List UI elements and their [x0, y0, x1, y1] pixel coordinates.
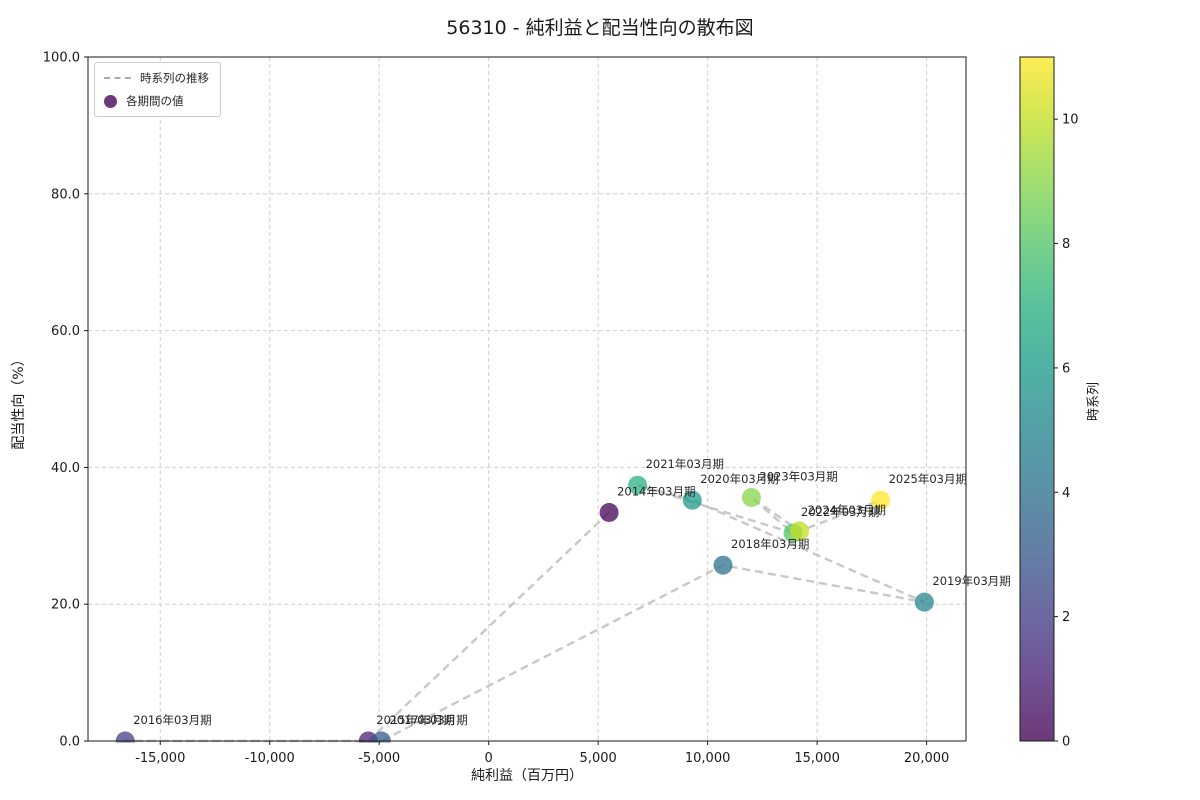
colorbar-label: 時系列: [1086, 382, 1102, 422]
figure-title: 56310 - 純利益と配当性向の散布図: [446, 17, 754, 39]
x-tick-label: -5,000: [358, 751, 400, 766]
colorbar-tick-label: 0: [1062, 735, 1070, 750]
x-tick-label: 5,000: [580, 751, 617, 766]
x-tick-label: -15,000: [135, 751, 185, 766]
data-point-2019: [914, 592, 934, 612]
data-point-2018: [713, 555, 733, 575]
data-point-2014: [599, 503, 619, 522]
y-tick-label: 100.0: [43, 51, 80, 66]
x-tick-label: 10,000: [685, 751, 731, 766]
point-label-2018: 2018年03月期: [731, 537, 809, 551]
point-label-2021: 2021年03月期: [646, 457, 724, 471]
point-label-2017: 2017年03月期: [389, 713, 467, 727]
point-label-2024: 2024年03月期: [808, 503, 886, 517]
data-point-2025: [871, 490, 891, 510]
data-point-2021: [628, 475, 648, 495]
legend-item-points: 各期間の値: [104, 93, 209, 109]
point-label-2025: 2025年03月期: [889, 472, 967, 486]
gridlines: [88, 56, 966, 742]
point-label-2016: 2016年03月期: [133, 713, 211, 727]
colorbar-tick-label: 6: [1062, 361, 1070, 376]
y-tick-label: 40.0: [51, 461, 80, 476]
data-point-2016: [115, 731, 135, 743]
point-label-2015: 2015年03月期: [376, 713, 454, 727]
legend-points-label: 各期間の値: [126, 94, 184, 108]
colorbar-tick-label: 4: [1062, 486, 1070, 501]
y-tick-label: 20.0: [51, 598, 80, 613]
data-point-2023: [741, 488, 761, 507]
axes-frame: [87, 56, 967, 742]
colorbar-gradient: [1020, 57, 1054, 741]
data-point-2024: [790, 521, 810, 541]
colorbar-tick-label: 8: [1062, 237, 1070, 252]
x-tick-label: 20,000: [904, 751, 950, 766]
legend-item-trend: 時系列の推移: [104, 70, 209, 86]
point-label-2020: 2020年03月期: [700, 472, 778, 486]
data-point-2017: [371, 731, 391, 743]
y-tick-label: 80.0: [51, 187, 80, 202]
x-tick-label: 15,000: [794, 751, 840, 766]
colorbar-frame: [1019, 56, 1055, 742]
y-tick-label: 0.0: [59, 735, 80, 750]
dot-marker-icon: [104, 94, 117, 108]
point-label-2022: 2022年03月期: [801, 505, 879, 519]
x-axis-label: 純利益（百万円）: [471, 768, 583, 784]
y-tick-label: 60.0: [51, 324, 80, 339]
point-label-2023: 2023年03月期: [759, 470, 837, 484]
legend-trend-label: 時系列の推移: [140, 71, 209, 85]
x-tick-label: 0: [485, 751, 493, 766]
colorbar-tick-label: 10: [1062, 113, 1079, 128]
x-tick-label: -10,000: [245, 751, 295, 766]
data-layer: [115, 475, 934, 743]
colorbar-tick-label: 2: [1062, 610, 1070, 625]
data-point-2020: [682, 490, 702, 510]
legend: 時系列の推移 各期間の値: [94, 62, 221, 117]
y-axis-label: 配当性向（%）: [11, 352, 27, 450]
point-label-2019: 2019年03月期: [932, 574, 1010, 588]
point-labels: 2014年03月期 2015年03月期 2016年03月期 2017年03月期 2018…: [133, 457, 1011, 727]
dashed-line-icon: [104, 77, 131, 79]
point-label-2014: 2014年03月期: [617, 485, 695, 499]
